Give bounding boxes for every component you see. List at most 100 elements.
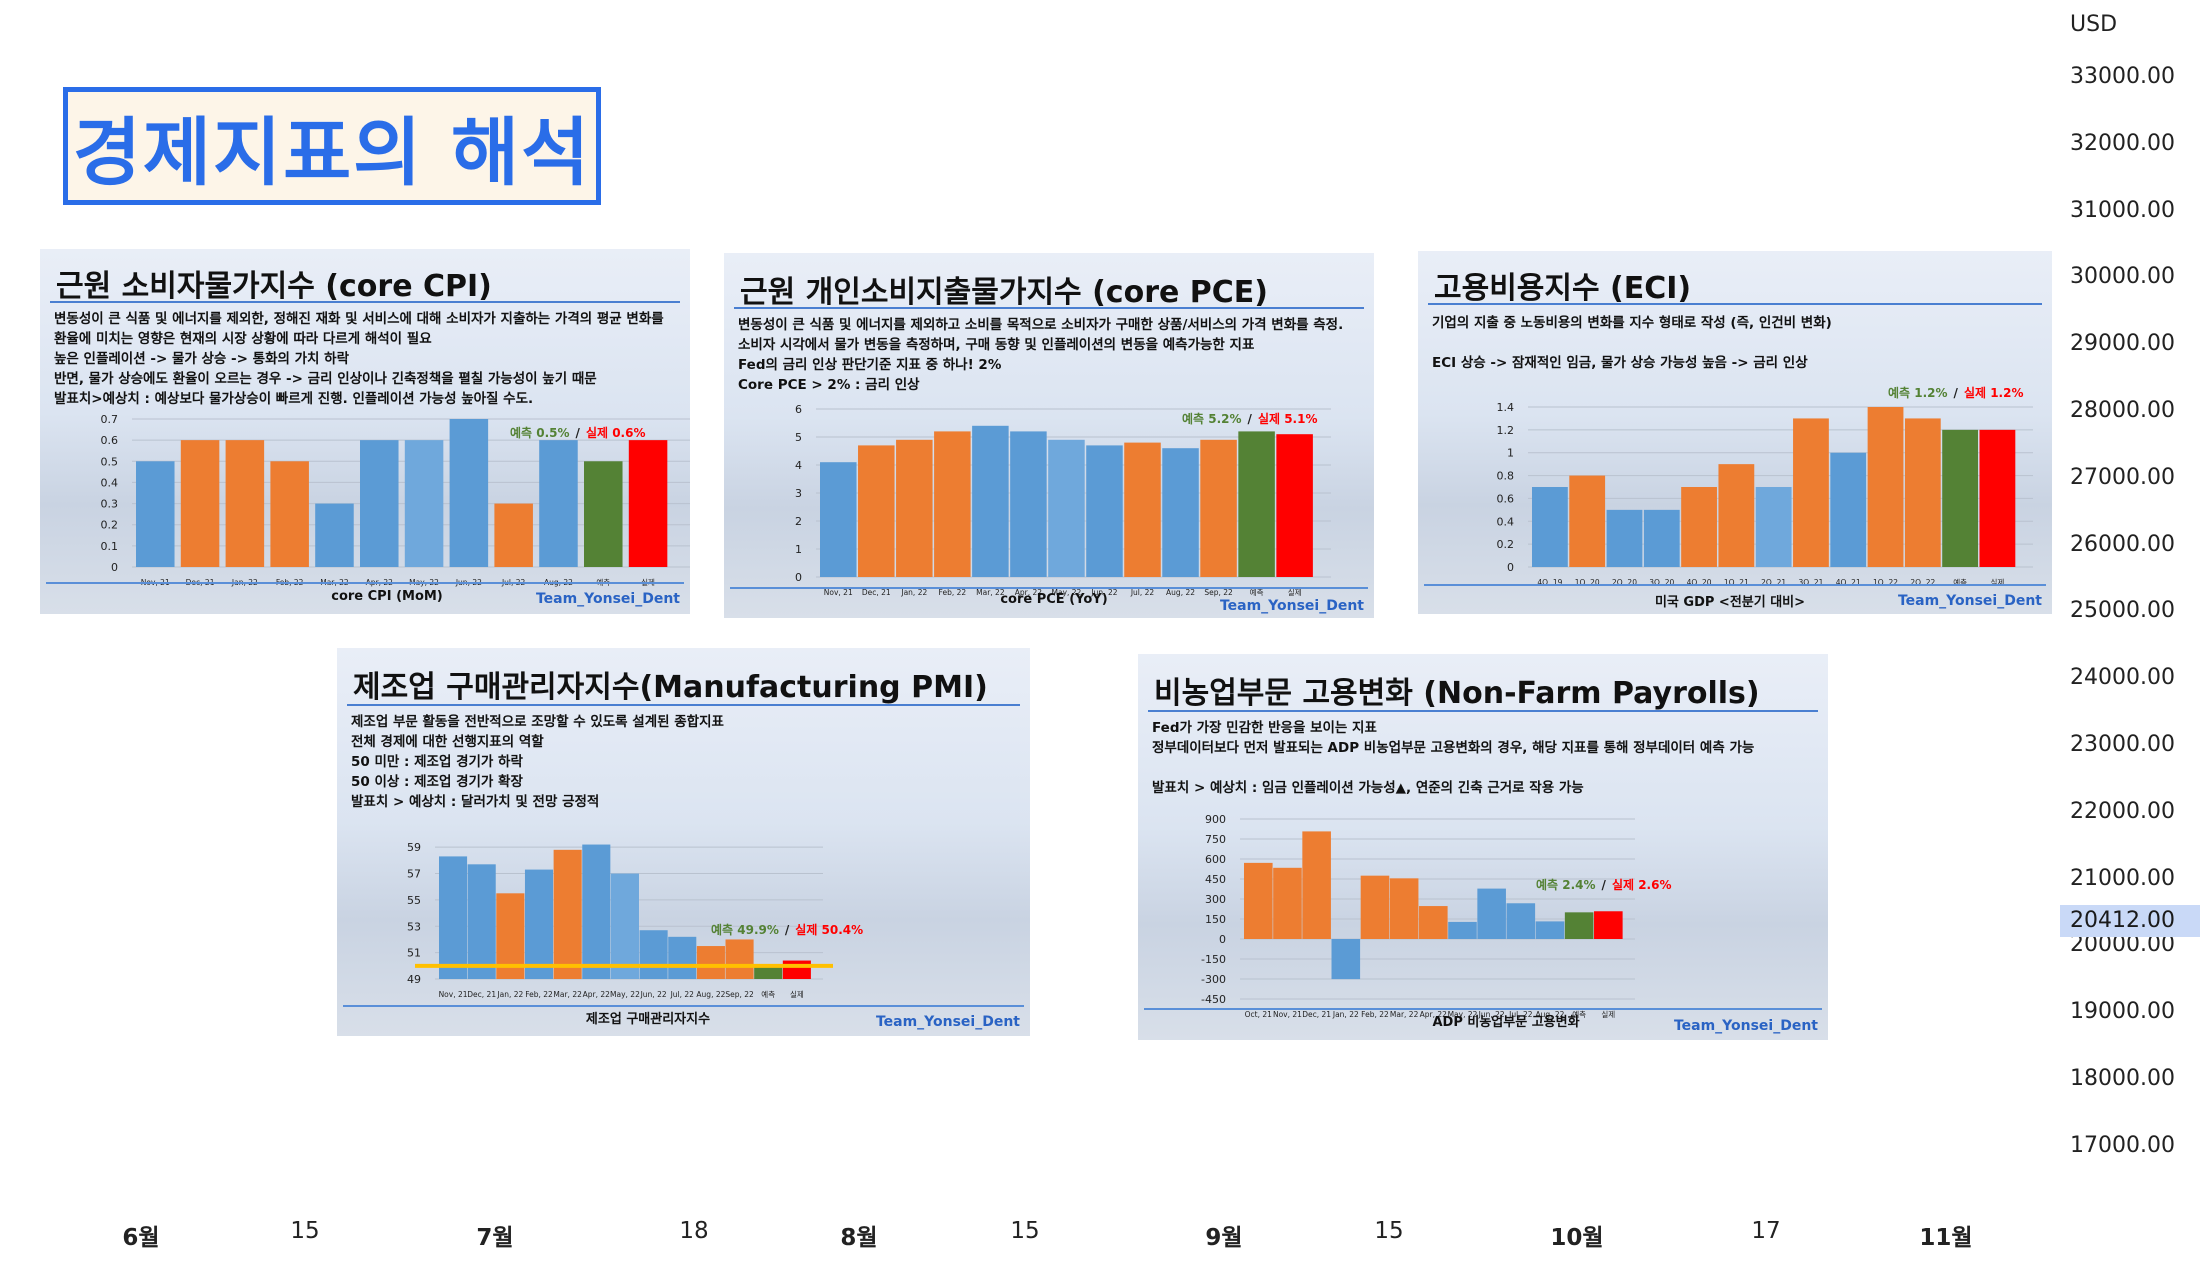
- x-tick-label: May, 22: [1448, 1010, 1478, 1019]
- bar: [553, 849, 582, 979]
- description-line: Core PCE > 2% : 금리 인상: [738, 377, 920, 393]
- price-tick-label: 18000.00: [2070, 1066, 2175, 1091]
- time-tick-label: 15: [1010, 1218, 1040, 1244]
- price-tick-label: 23000.00: [2070, 732, 2175, 757]
- y-tick-label: 1: [795, 543, 802, 556]
- bar: [1979, 429, 2016, 567]
- y-tick-label: 0: [1507, 561, 1514, 574]
- time-tick-label: 18: [679, 1218, 709, 1244]
- x-axis-title: 미국 GDP <전분기 대비>: [1654, 595, 1806, 610]
- panel-description: Fed가 가장 민감한 반응을 보이는 지표 정부데이터보다 먼저 발표되는 AD…: [1152, 718, 1754, 798]
- panel-title: 근원 소비자물가지수 (core CPI): [56, 269, 492, 304]
- x-tick-label: Apr, 22: [1015, 588, 1043, 597]
- x-tick-label: 예측: [1572, 1009, 1586, 1019]
- x-tick-label: 실제: [1601, 1009, 1615, 1019]
- time-tick-label: 11월: [1919, 1225, 1973, 1251]
- x-tick-label: 1Q, 20: [1575, 578, 1600, 587]
- x-axis-title: 제조업 구매관리자지수: [585, 1012, 711, 1027]
- x-tick-label: Mar, 22: [976, 588, 1005, 597]
- description-line: 변동성이 큰 식품 및 에너지를 제외하고 소비를 목적으로 소비자가 구매한 …: [738, 317, 1344, 333]
- y-tick-label: 150: [1205, 913, 1226, 926]
- x-tick-label: Dec, 21: [1302, 1010, 1331, 1019]
- y-tick-label: 0: [1219, 933, 1226, 946]
- time-tick-label: 7월: [476, 1225, 514, 1251]
- panel-description: 기업의 지출 중 노동비용의 변화를 지수 형태로 작성 (즉, 인건비 변화)…: [1432, 313, 1832, 373]
- y-tick-label: 0.7: [101, 413, 119, 426]
- actual-value: 실제 50.4%: [795, 922, 863, 937]
- y-tick-label: 600: [1205, 853, 1226, 866]
- forecast-actual-annotation: 예측 5.2% / 실제 5.1%: [1182, 411, 1317, 426]
- y-tick-label: 0.2: [101, 519, 119, 532]
- bar: [1942, 429, 1979, 567]
- bar: [820, 462, 857, 577]
- y-tick-label: 5: [795, 431, 802, 444]
- annotation-separator: /: [1954, 386, 1959, 400]
- panel-title: 고용비용지수 (ECI): [1434, 271, 1692, 306]
- x-tick-label: 4Q, 19: [1537, 578, 1562, 587]
- y-tick-label: 4: [795, 459, 802, 472]
- x-tick-label: 예측: [1953, 577, 1967, 587]
- x-tick-label: 실제: [790, 989, 804, 999]
- description-line: 발표치 > 예상치 : 달러가치 및 전망 긍정적: [351, 794, 600, 810]
- price-tick-label: 31000.00: [2070, 197, 2175, 223]
- team-credit: Team_Yonsei_Dent: [535, 591, 680, 607]
- description-line: 높은 인플레이션 -> 물가 상승 -> 통화의 가치 하락: [54, 351, 349, 367]
- description-line: 제조업 부문 활동을 전반적으로 조망할 수 있도록 설계된 종합지표: [351, 714, 724, 730]
- bar: [1162, 448, 1199, 577]
- price-axis[interactable]: USD 33000.00 32000.00 31000.00 30000.00 2900…: [2060, 0, 2204, 1262]
- x-tick-label: 예측: [761, 989, 775, 999]
- bar: [467, 864, 496, 979]
- bar: [1606, 509, 1643, 567]
- bar-chart: -450 -300 -150 0 150 300 450 600 750 900 Oct, 21 No…: [1201, 813, 1671, 1019]
- bar: [584, 461, 623, 567]
- time-axis[interactable]: 6월 15 7월 18 8월 15 9월 15 10월 17 11월: [0, 1218, 2060, 1258]
- x-tick-label: Feb, 22: [525, 990, 553, 999]
- x-tick-label: Nov, 21: [824, 588, 853, 597]
- bar: [539, 440, 578, 567]
- bar: [696, 946, 725, 979]
- price-tick-label: 32000.00: [2070, 130, 2175, 156]
- bar: [934, 431, 971, 577]
- bar: [725, 939, 754, 979]
- panel-bottom-line: [343, 1005, 1024, 1007]
- y-tick-label: 1.4: [1497, 401, 1515, 414]
- x-tick-label: Sep, 22: [725, 990, 754, 999]
- price-tick-label: 19000.00: [2070, 999, 2175, 1025]
- forecast-value: 예측 1.2%: [1888, 385, 1948, 400]
- price-axis-unit: USD: [2070, 12, 2118, 37]
- y-tick-label: 0.4: [1497, 515, 1515, 528]
- y-tick-label: 0.4: [101, 476, 119, 489]
- price-tick-label: 27000.00: [2070, 464, 2175, 490]
- panel-bottom-line: [46, 582, 684, 584]
- bar: [972, 425, 1009, 577]
- y-tick-label: 0.2: [1497, 538, 1515, 551]
- bar: [639, 930, 668, 979]
- bar: [1238, 431, 1275, 577]
- description-line: 기업의 지출 중 노동비용의 변화를 지수 형태로 작성 (즉, 인건비 변화): [1432, 315, 1832, 331]
- bar: [1124, 442, 1161, 577]
- bar: [1532, 487, 1568, 567]
- panel-core-pce: 근원 개인소비지출물가지수 (core PCE) 변동성이 큰 식품 및 에너지를…: [724, 253, 1374, 618]
- y-tick-label: 0: [111, 561, 118, 574]
- price-tick-label: 24000.00: [2070, 665, 2175, 691]
- price-tick-label: 21000.00: [2070, 865, 2175, 891]
- bar: [896, 439, 933, 577]
- x-axis-title: ADP 비농업부문 고용변화: [1432, 1015, 1580, 1030]
- forecast-actual-annotation: 예측 2.4% / 실제 2.6%: [1536, 877, 1671, 892]
- x-tick-label: 4Q, 20: [1687, 578, 1712, 587]
- page-title-box: 경제지표의 해석: [63, 87, 601, 205]
- x-tick-label: Jul, 22: [1508, 1010, 1533, 1019]
- bar: [360, 440, 399, 567]
- team-credit: Team_Yonsei_Dent: [1673, 1018, 1818, 1034]
- x-tick-label: 2Q, 22: [1910, 578, 1935, 587]
- y-tick-label: 49: [407, 973, 421, 986]
- y-tick-label: 1.2: [1497, 424, 1515, 437]
- bar: [610, 873, 639, 979]
- y-tick-label: 0.1: [101, 540, 119, 553]
- panel-title: 비농업부문 고용변화 (Non-Farm Payrolls): [1154, 676, 1760, 711]
- bar: [668, 936, 697, 979]
- y-tick-label: 59: [407, 841, 421, 854]
- x-tick-label: 2Q, 21: [1761, 578, 1786, 587]
- y-tick-label: 51: [407, 947, 421, 960]
- x-tick-label: 3Q, 20: [1649, 578, 1674, 587]
